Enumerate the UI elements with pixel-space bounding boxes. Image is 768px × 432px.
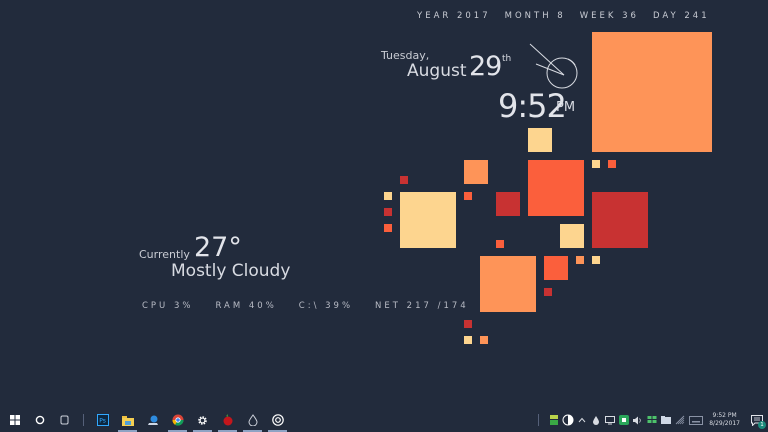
temperature: 27° <box>194 232 242 263</box>
taskbar-date: 8/29/2017 <box>709 420 740 427</box>
taskbar-time: 9:52 PM <box>712 412 737 419</box>
gear-icon <box>198 415 207 425</box>
moon-icon[interactable] <box>562 408 574 432</box>
weather-condition: Mostly Cloudy <box>171 261 291 281</box>
decorative-square <box>592 256 600 264</box>
system-tray: 9:52 PM 8/29/2017 1 <box>532 408 768 432</box>
decorative-square <box>384 192 392 200</box>
action-center-button[interactable]: 1 <box>746 408 768 432</box>
decorative-square <box>576 256 584 264</box>
photoshop-button[interactable]: Ps <box>90 408 115 432</box>
taskbar: Ps <box>0 408 768 432</box>
decorative-square <box>400 192 456 248</box>
chrome-button[interactable] <box>165 408 190 432</box>
green-app-icon[interactable] <box>618 408 630 432</box>
decorative-square <box>592 192 648 248</box>
folder-icon <box>121 415 134 426</box>
date-stats: YEAR 2017 MONTH 8 WEEK 36 DAY 241 <box>417 11 710 21</box>
decorative-square <box>528 128 552 152</box>
taskbar-left: Ps <box>0 408 290 432</box>
blue-app-button[interactable] <box>140 408 165 432</box>
monitor-icon[interactable] <box>604 408 616 432</box>
file-explorer-button[interactable] <box>115 408 140 432</box>
decorative-square <box>496 192 520 216</box>
month-stat: MONTH 8 <box>504 11 566 21</box>
ampm-text: PM <box>556 100 576 115</box>
disk-stat: C:\ 39% <box>298 301 354 311</box>
folder-tray-icon[interactable] <box>660 408 672 432</box>
network-icon[interactable] <box>674 408 686 432</box>
cortana-button[interactable] <box>27 408 52 432</box>
volume-icon[interactable] <box>632 408 644 432</box>
net-stat: NET 217 /174 <box>375 301 469 311</box>
decorative-square <box>544 256 568 280</box>
decorative-square <box>400 176 408 184</box>
notification-icon <box>751 414 763 426</box>
decorative-square <box>592 32 712 152</box>
time-text: 9:52 <box>498 87 567 125</box>
cortana-circle-icon <box>35 415 44 425</box>
decorative-square <box>544 288 552 296</box>
droplet-tray-icon[interactable] <box>590 408 602 432</box>
ram-stat: RAM 40% <box>215 301 277 311</box>
taskbar-separator <box>83 414 84 426</box>
settings-button[interactable] <box>190 408 215 432</box>
decorative-square <box>592 160 600 168</box>
chevron-up-icon[interactable] <box>576 408 588 432</box>
cpu-meter-icon[interactable] <box>548 408 560 432</box>
start-button[interactable] <box>2 408 27 432</box>
dropbox-icon[interactable] <box>646 408 658 432</box>
decorative-square <box>608 160 616 168</box>
droplet-app-button[interactable] <box>240 408 265 432</box>
blue-app-icon <box>147 415 158 425</box>
decorative-square <box>496 240 504 248</box>
red-app-button[interactable] <box>215 408 240 432</box>
chrome-icon <box>171 414 184 426</box>
decorative-square <box>464 160 488 184</box>
decorative-square <box>528 160 584 216</box>
cpu-stat: CPU 3% <box>142 301 194 311</box>
week-stat: WEEK 36 <box>579 11 639 21</box>
decorative-square <box>480 256 536 312</box>
decorative-square <box>464 192 472 200</box>
decorative-square <box>560 224 584 248</box>
tray-separator <box>538 414 540 426</box>
windows-logo-icon <box>9 415 20 425</box>
photoshop-icon: Ps <box>96 414 109 426</box>
decorative-square <box>384 208 392 216</box>
task-view-button[interactable] <box>52 408 77 432</box>
decorative-square <box>464 320 472 328</box>
day-number: 29 <box>469 51 502 82</box>
weekday-text: Tuesday, <box>381 49 430 62</box>
decorative-square <box>464 336 472 344</box>
task-view-icon <box>60 415 69 425</box>
desktop: YEAR 2017 MONTH 8 WEEK 36 DAY 241 Tuesda… <box>139 11 712 344</box>
month-text: August <box>407 61 467 81</box>
disc-app-button[interactable] <box>265 408 290 432</box>
decorative-square <box>384 224 392 232</box>
day-ordinal: th <box>502 54 512 64</box>
year-stat: YEAR 2017 <box>417 11 491 21</box>
keyboard-icon[interactable] <box>688 408 704 432</box>
weather-label: Currently <box>139 248 190 261</box>
analog-clock-icon <box>529 43 578 89</box>
notification-badge: 1 <box>758 421 766 429</box>
red-app-icon <box>223 414 232 426</box>
svg-text:Ps: Ps <box>99 418 106 425</box>
system-stats: CPU 3% RAM 40% C:\ 39% NET 217 /174 <box>142 301 469 311</box>
taskbar-clock[interactable]: 9:52 PM 8/29/2017 <box>709 412 740 428</box>
day-stat: DAY 241 <box>652 11 710 21</box>
disc-icon <box>271 414 284 426</box>
droplet-icon <box>247 414 258 426</box>
decorative-square <box>480 336 488 344</box>
